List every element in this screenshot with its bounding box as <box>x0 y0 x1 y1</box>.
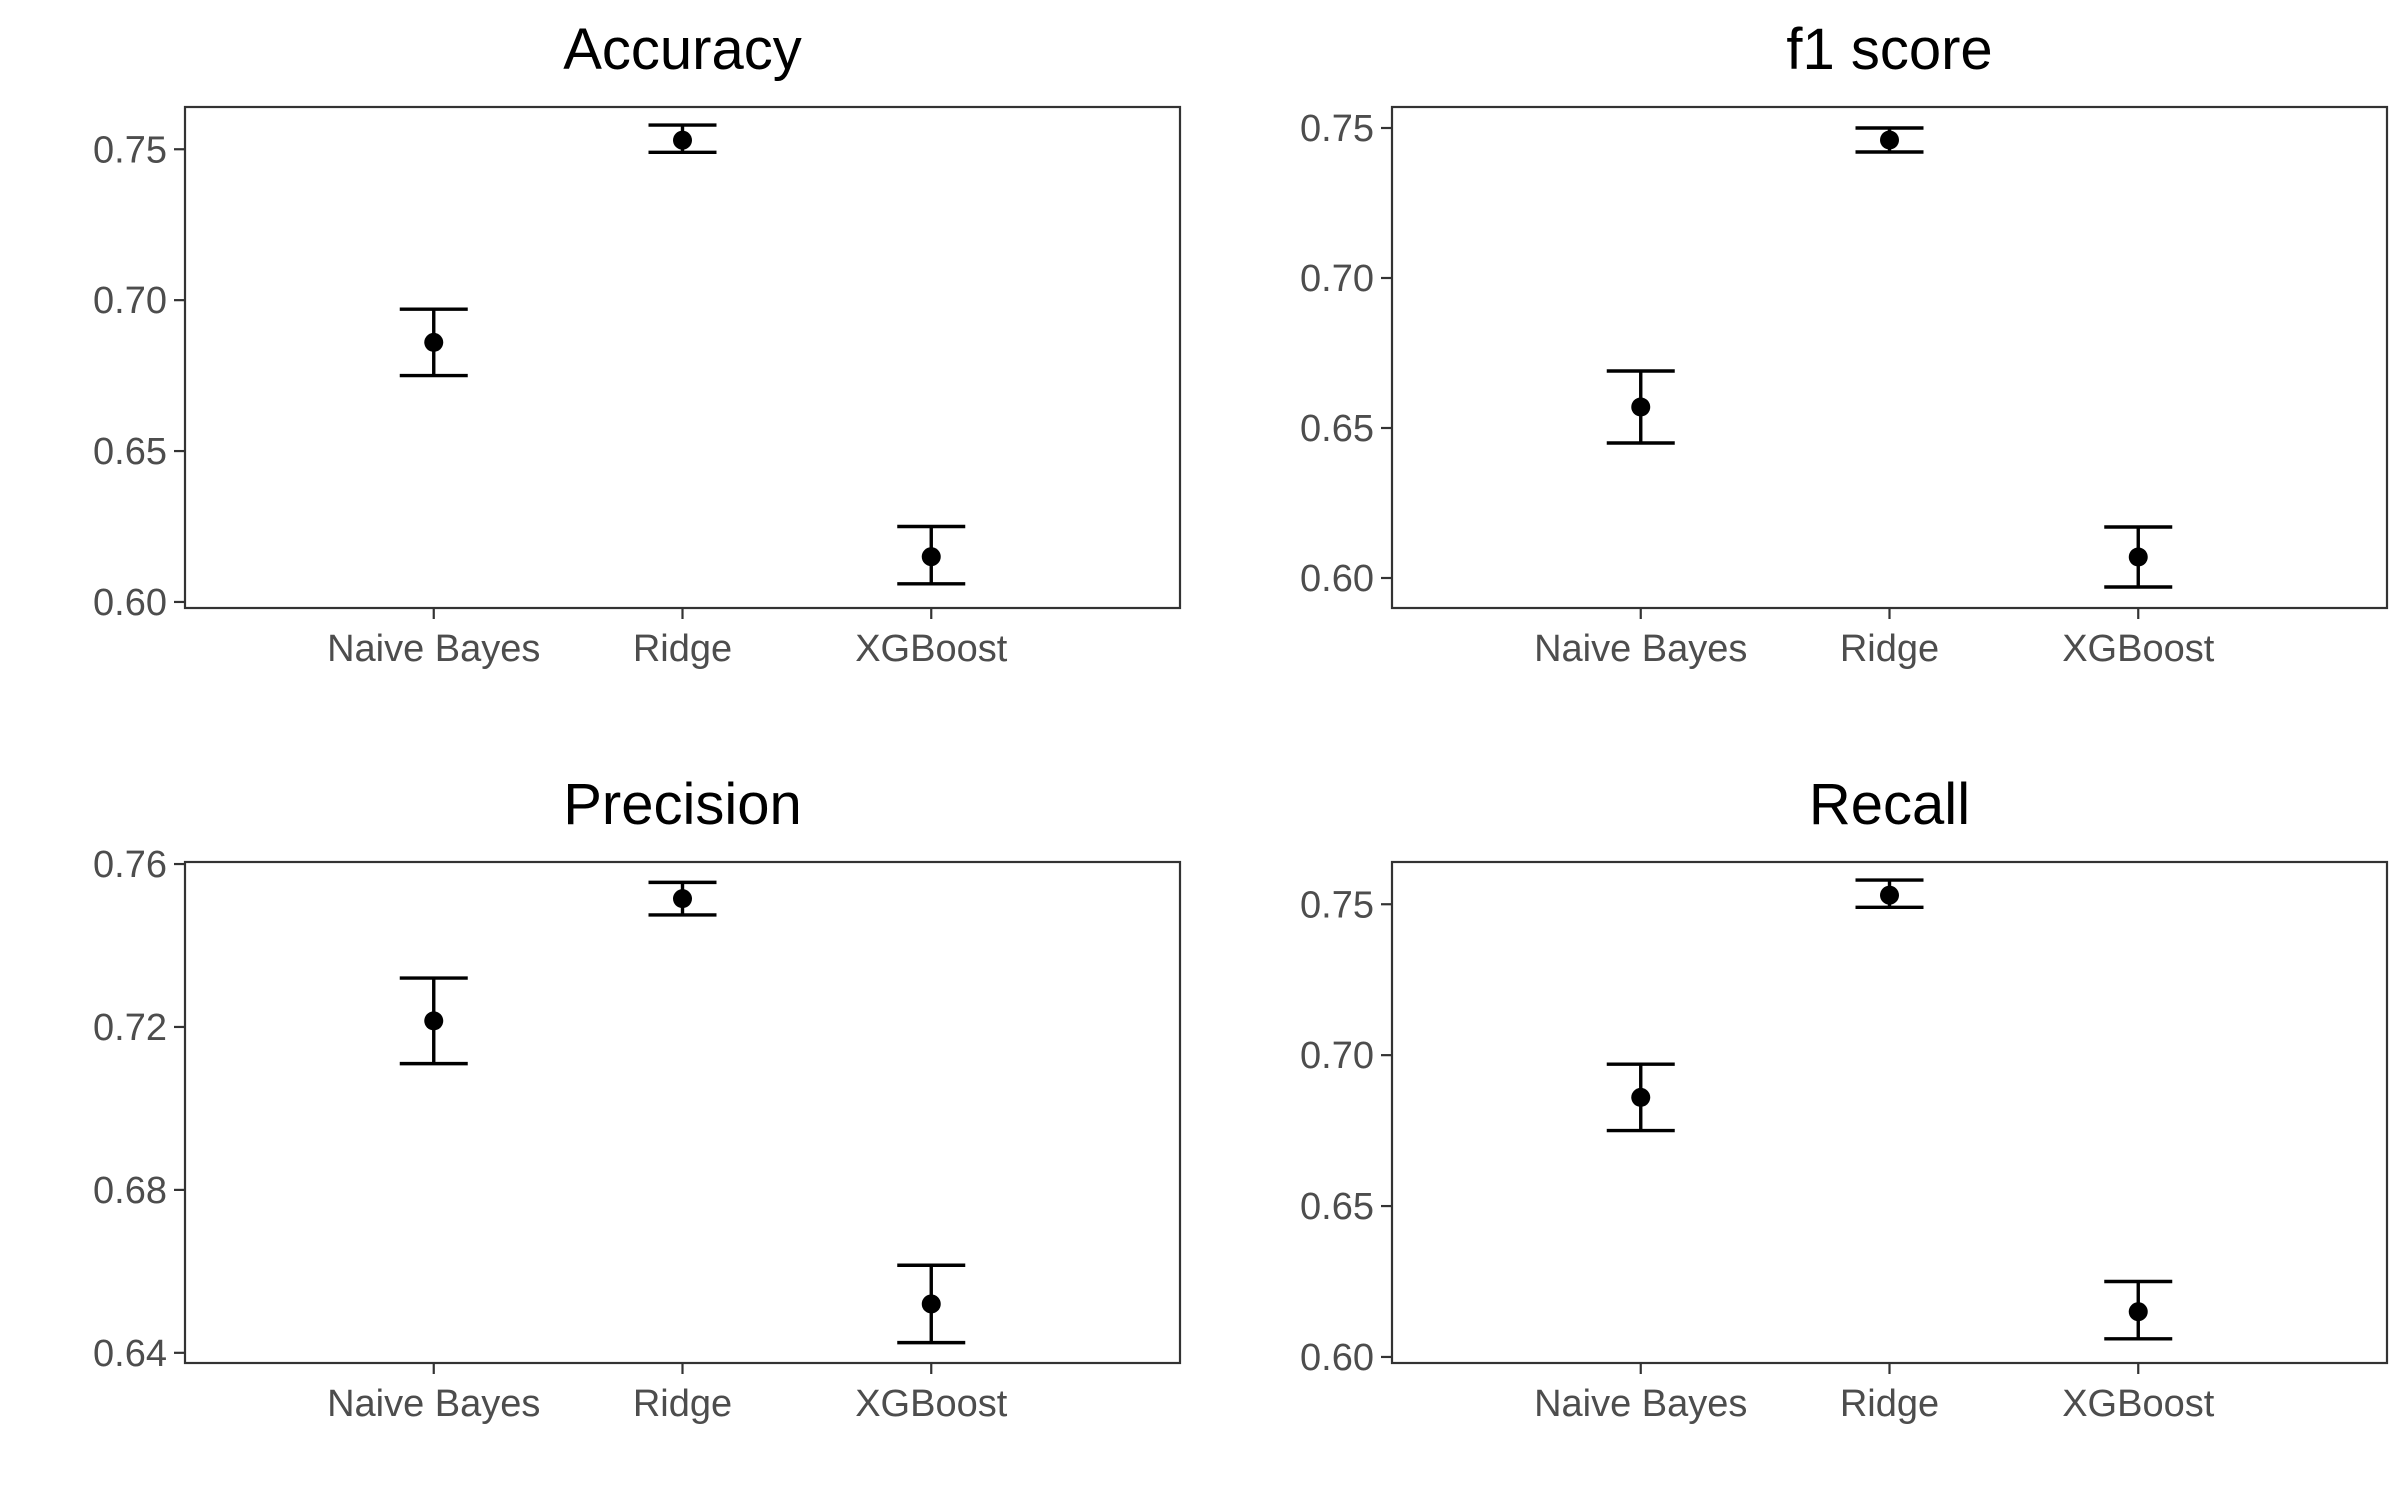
y-tick-label: 0.76 <box>93 844 167 886</box>
x-tick-label: XGBoost <box>2062 1383 2215 1425</box>
panel-frame <box>183 105 1182 610</box>
y-tick-label: 0.68 <box>93 1170 167 1212</box>
panel-f1-score: f1 score 0.60 0.65 0.70 0.75 Naive Bayes Ridge… <box>1300 17 2389 670</box>
data-point-naive-bayes <box>424 1011 444 1031</box>
data-point-ridge <box>1880 885 1899 905</box>
panel-frame <box>1390 860 2389 1365</box>
data-point-xgboost <box>921 547 941 567</box>
y-tick-label: 0.70 <box>93 280 167 322</box>
data-point-xgboost <box>2128 1302 2148 1322</box>
x-tick-label: XGBoost <box>2062 628 2215 670</box>
y-tick-label: 0.65 <box>1300 1186 1374 1228</box>
data-point-ridge <box>1880 130 1899 150</box>
y-tick-label: 0.65 <box>1300 408 1374 450</box>
y-tick-label: 0.60 <box>1300 558 1374 600</box>
y-tick-label: 0.65 <box>93 431 167 473</box>
data-point-ridge <box>673 889 692 909</box>
panel-title: Precision <box>563 772 802 837</box>
panel-title: f1 score <box>1786 17 1992 82</box>
panel-precision: Precision 0.64 0.68 0.72 0.76 Naive Bayes Ridg… <box>93 772 1182 1425</box>
y-tick-label: 0.64 <box>93 1333 167 1375</box>
panel-frame <box>183 860 1182 1365</box>
data-point-naive-bayes <box>1631 397 1651 417</box>
panel-accuracy: Accuracy 0.60 0.65 0.70 0.75 Naive Bayes Ridge… <box>93 17 1182 670</box>
y-tick-label: 0.72 <box>93 1007 167 1049</box>
y-tick-label: 0.60 <box>1300 1337 1374 1379</box>
y-tick-label: 0.75 <box>1300 108 1374 150</box>
x-tick-label: XGBoost <box>855 628 1008 670</box>
data-point-xgboost <box>2128 547 2148 567</box>
y-tick-label: 0.75 <box>1300 884 1374 926</box>
data-point-xgboost <box>921 1294 941 1314</box>
x-tick-label: Ridge <box>1840 628 1939 670</box>
x-tick-label: XGBoost <box>855 1383 1008 1425</box>
x-tick-label: Ridge <box>1840 1383 1939 1425</box>
panel-title: Recall <box>1809 772 1970 837</box>
y-tick-label: 0.70 <box>1300 1035 1374 1077</box>
x-tick-label: Ridge <box>633 1383 732 1425</box>
x-tick-label: Naive Bayes <box>1534 628 1747 670</box>
x-tick-label: Naive Bayes <box>327 1383 540 1425</box>
x-tick-label: Ridge <box>633 628 732 670</box>
data-point-naive-bayes <box>424 332 444 352</box>
x-tick-label: Naive Bayes <box>1534 1383 1747 1425</box>
y-tick-label: 0.60 <box>93 582 167 624</box>
panel-recall: Recall 0.60 0.65 0.70 0.75 Naive Bayes Ridge XG… <box>1300 772 2389 1425</box>
panel-frame <box>1390 105 2389 610</box>
panel-title: Accuracy <box>563 17 802 82</box>
y-tick-label: 0.70 <box>1300 258 1374 300</box>
x-tick-label: Naive Bayes <box>327 628 540 670</box>
y-tick-label: 0.75 <box>93 129 167 171</box>
data-point-ridge <box>673 130 692 150</box>
data-point-naive-bayes <box>1631 1087 1651 1107</box>
